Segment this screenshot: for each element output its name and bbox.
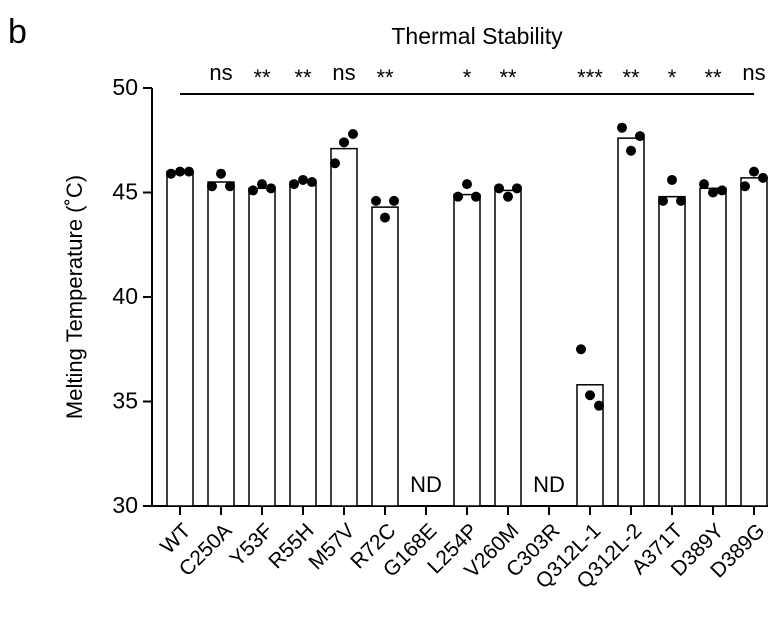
y-tick-label: 50 [112,74,138,100]
significance-label: * [668,65,677,90]
data-point [339,137,349,148]
bar [248,187,276,507]
data-point [708,187,718,198]
data-point [635,131,645,142]
y-axis-label: Melting Temperature (˚C) [62,175,87,419]
data-point [266,183,276,194]
data-point [453,191,463,202]
x-tick-label: M57V [304,519,359,574]
significance-label: ** [253,65,271,90]
bar [453,193,481,507]
nd-label: ND [410,472,442,497]
data-point [512,183,522,194]
panel-label: b [8,13,27,51]
data-point [207,181,217,192]
bar [740,177,768,507]
bar [494,189,522,507]
bar [658,195,686,507]
significance-label: ** [704,65,722,90]
data-point [389,195,399,206]
data-point [175,166,185,177]
data-point [676,195,686,206]
significance-label: ** [294,65,312,90]
data-point [503,191,513,202]
data-point [225,181,235,192]
data-point [166,168,176,179]
y-tick-label: 30 [112,492,138,518]
significance-label: ** [622,65,640,90]
data-point [380,212,390,223]
data-point [594,400,604,411]
data-point [257,179,267,190]
y-tick-label: 35 [112,388,138,414]
data-point [494,183,504,194]
bar [617,137,645,507]
bar [289,181,317,507]
data-point [471,191,481,202]
significance-label: ** [499,65,517,90]
data-point [298,174,308,185]
data-point [216,168,226,179]
data-point [667,174,677,185]
y-tick-label: 45 [112,179,138,205]
data-point [348,128,358,139]
data-point [585,390,595,401]
data-point [462,179,472,190]
data-point [758,172,768,183]
data-point [330,158,340,169]
y-tick-label: 40 [112,283,138,309]
data-point [248,185,258,196]
bar [330,147,358,507]
chart-title: Thermal Stability [391,23,563,49]
data-point [658,195,668,206]
data-point [717,185,727,196]
data-point [749,166,759,177]
bar [207,181,235,507]
data-point [699,179,709,190]
data-point [617,122,627,133]
significance-label: ns [332,60,355,85]
data-point [626,145,636,156]
bar [699,187,727,507]
significance-label: ns [742,60,765,85]
data-point [576,344,586,355]
data-point [307,177,317,188]
bar [371,206,399,507]
bar [166,170,194,507]
significance-label: ** [376,65,394,90]
significance-label: * [463,65,472,90]
data-point [184,166,194,177]
data-point [740,181,750,192]
significance-label: *** [577,65,603,90]
data-point [371,195,381,206]
nd-label: ND [533,472,565,497]
data-point [289,179,299,190]
significance-label: ns [209,60,232,85]
